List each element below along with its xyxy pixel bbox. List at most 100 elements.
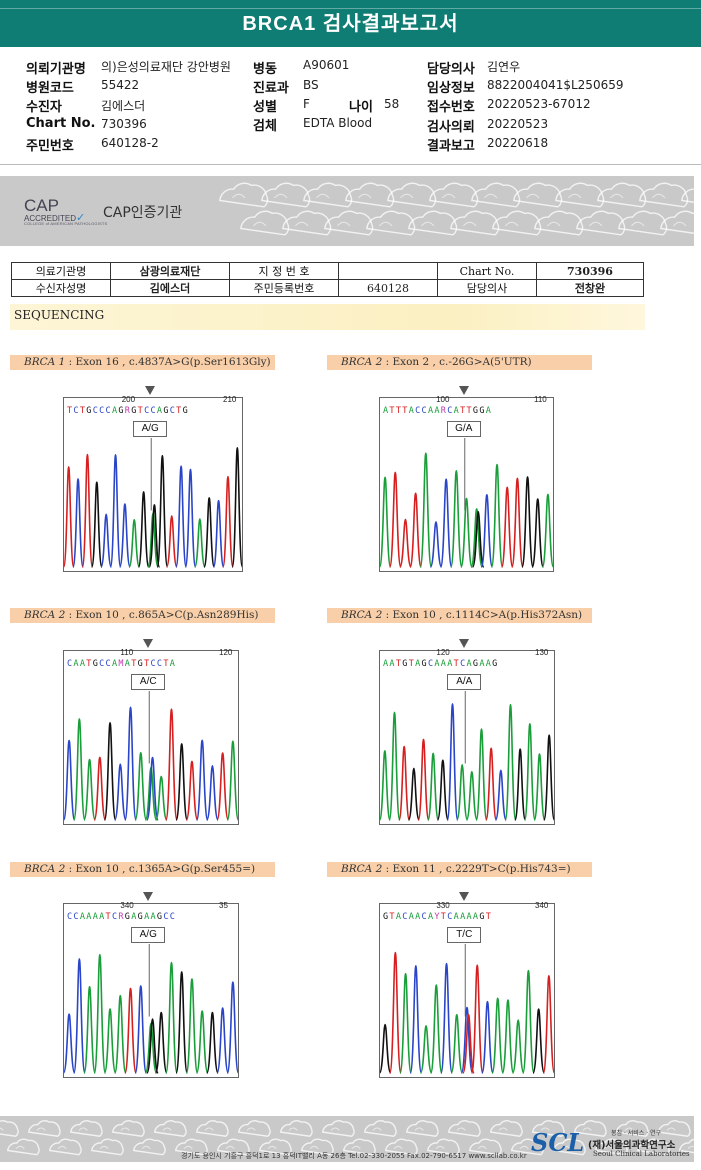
base-letter: G xyxy=(124,912,132,922)
peak-c xyxy=(118,503,131,568)
base-letter: M xyxy=(118,659,125,669)
base-letter: G xyxy=(182,406,190,416)
base-sequence: CCAAAATCRGAGAAGCC xyxy=(67,912,176,922)
base-letter: T xyxy=(485,912,493,922)
peak-c xyxy=(109,453,122,568)
footer-address: 경기도 용인시 기흥구 흥덕1로 13 흥덕IT밸리 A동 26층 Tel.02… xyxy=(181,1152,527,1160)
field-label: 담당의사 xyxy=(427,62,475,77)
base-sequence: ATTTACCAARCATTGGA xyxy=(383,406,492,416)
position-number: 110 xyxy=(534,395,547,404)
cloud-swirl xyxy=(505,221,519,227)
peak-c xyxy=(195,739,209,821)
peak-a xyxy=(511,1019,525,1074)
peak-c xyxy=(72,478,84,568)
cloud-swirl xyxy=(162,1127,172,1131)
base-letter: T xyxy=(466,406,473,416)
cloud-motif xyxy=(258,1138,292,1156)
peak-t xyxy=(124,987,137,1074)
base-letter: T xyxy=(137,406,145,416)
peak-t xyxy=(388,471,402,568)
base-letter: T xyxy=(131,659,138,669)
peak-t xyxy=(462,1013,475,1074)
field-value: 640128-2 xyxy=(101,136,159,150)
base-letter: R xyxy=(124,406,132,416)
field-label: 병원코드 xyxy=(26,81,74,96)
cloud-swirl xyxy=(232,193,246,199)
cloud-motif xyxy=(531,1120,565,1137)
position-number: 340 xyxy=(535,901,549,910)
peak-t xyxy=(510,477,524,568)
peak-c xyxy=(205,764,219,821)
peak-g xyxy=(154,1011,168,1074)
field-value: A90601 xyxy=(303,58,350,72)
cloud-swirl xyxy=(442,193,456,199)
base-letter: A xyxy=(86,912,93,922)
variant-label: BRCA 2 : Exon 10 , c.865A>C(p.Asn289His) xyxy=(10,608,275,623)
field-label: 나이 xyxy=(349,100,373,115)
peak-a xyxy=(460,497,473,568)
chromatogram xyxy=(379,903,555,1078)
field-value: 58 xyxy=(384,97,400,111)
peak-c xyxy=(175,465,188,568)
peak-a xyxy=(388,711,401,821)
base-letter: C xyxy=(105,659,112,669)
peak-c xyxy=(100,513,113,568)
field-value: EDTA Blood xyxy=(303,116,373,130)
cloud-motif xyxy=(594,1138,628,1156)
field-label: 검체 xyxy=(253,119,277,134)
base-letter: A xyxy=(124,659,132,669)
base-letter: C xyxy=(415,406,422,416)
cloud-swirl xyxy=(589,221,603,227)
arrow-down-icon xyxy=(459,892,470,901)
cloud-motif xyxy=(492,210,542,236)
base-letter: G xyxy=(92,659,100,669)
peak-t xyxy=(165,708,178,821)
field-value: BS xyxy=(303,78,319,92)
peak-t xyxy=(388,951,402,1074)
cloud-motif xyxy=(237,1120,271,1137)
base-letter: G xyxy=(479,406,486,416)
cloud-swirl xyxy=(456,1127,466,1131)
base-letter: T xyxy=(460,406,467,416)
cloud-motif xyxy=(471,182,521,208)
base-letter: C xyxy=(99,659,106,669)
cloud-swirl xyxy=(568,193,582,199)
arrow-down-icon xyxy=(459,639,470,648)
cloud-motif xyxy=(342,1138,376,1156)
cloud-motif xyxy=(300,1138,334,1156)
position-number: 340 xyxy=(120,901,134,910)
base-letter: A xyxy=(79,912,87,922)
cloud-swirl xyxy=(624,1127,634,1131)
cloud-motif xyxy=(681,188,694,203)
peak-g xyxy=(156,454,169,568)
peak-t xyxy=(64,466,75,568)
cloud-motif xyxy=(27,1120,61,1137)
cloud-motif xyxy=(321,1120,355,1137)
base-letter: C xyxy=(421,406,428,416)
field-label: 검사의뢰 xyxy=(427,120,475,135)
cloud-swirl xyxy=(603,1145,613,1150)
cloud-motif xyxy=(219,182,269,208)
base-sequence: AATGTAGCAAATCAGAAG xyxy=(383,659,499,669)
peak-g xyxy=(231,447,242,568)
field-value: 20220523-67012 xyxy=(487,97,591,111)
cloud-swirl xyxy=(526,193,540,199)
cloud-swirl xyxy=(379,221,393,227)
peak-t xyxy=(399,518,412,568)
base-letter: C xyxy=(150,659,157,669)
genotype-box: T/C xyxy=(447,927,482,943)
base-letter: A xyxy=(395,912,403,922)
base-letter: C xyxy=(169,912,177,922)
peak-c xyxy=(481,1000,494,1074)
base-letter: A xyxy=(453,406,461,416)
peak-a xyxy=(523,722,536,821)
base-letter: A xyxy=(466,659,473,669)
cloud-motif xyxy=(468,1138,502,1156)
peak-t xyxy=(165,515,178,568)
peak-c xyxy=(184,468,197,568)
base-letter: A xyxy=(156,406,164,416)
peak-c xyxy=(480,494,494,568)
position-number: 110 xyxy=(120,648,134,657)
cloud-swirl xyxy=(400,193,414,199)
position-number: 330 xyxy=(436,901,450,910)
